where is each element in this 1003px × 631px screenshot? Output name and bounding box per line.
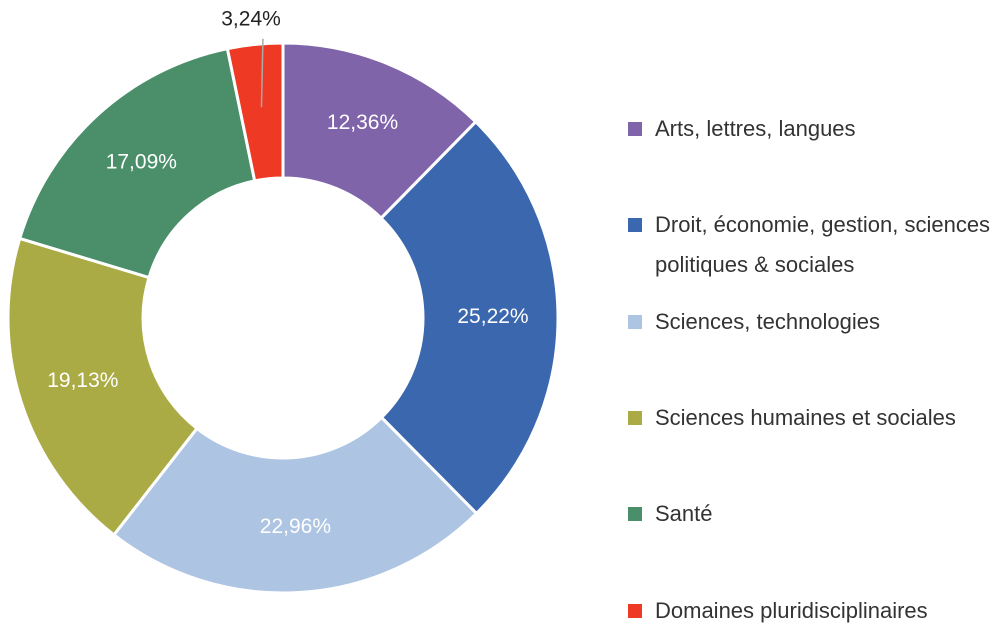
donut-slice [225, 41, 285, 183]
data-label: 19,13% [47, 369, 118, 392]
legend-label: Sciences, technologies [655, 308, 881, 334]
data-label: 25,22% [457, 305, 528, 328]
donut-slice [6, 236, 200, 537]
legend-swatch [628, 122, 642, 136]
legend-swatch [628, 218, 642, 233]
data-label: 12,36% [327, 111, 398, 134]
chart: 12,36% 25,22% 22,96% 19,13% 17,09% 3,24% [6, 7, 560, 595]
legend-label: Arts, lettres, langues [655, 116, 856, 141]
donut-slice [378, 119, 560, 516]
legend-swatch [628, 603, 642, 618]
legend-swatch [628, 410, 642, 425]
legend-label: Droit, économie, gestion, sciences polit… [655, 212, 991, 278]
legend-label: Sciences humaines et sociales [655, 404, 956, 430]
legend-swatch [628, 507, 642, 522]
data-label: 17,09% [106, 151, 177, 174]
legend-swatch [628, 314, 642, 329]
legend-label: Santé [655, 501, 713, 527]
donut-slice [111, 415, 479, 595]
legend-label: Domaines pluridisciplinaires [655, 597, 928, 623]
donut-slice [17, 46, 257, 280]
data-label: 22,96% [260, 515, 331, 538]
leader-line [260, 38, 264, 108]
data-label: 3,24% [221, 7, 281, 30]
